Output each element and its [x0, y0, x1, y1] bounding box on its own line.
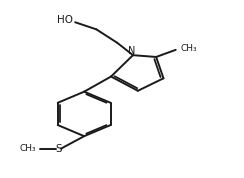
Text: N: N — [128, 46, 135, 56]
Text: S: S — [56, 144, 62, 154]
Text: HO: HO — [57, 15, 73, 25]
Text: CH₃: CH₃ — [181, 44, 197, 53]
Text: CH₃: CH₃ — [19, 144, 36, 153]
